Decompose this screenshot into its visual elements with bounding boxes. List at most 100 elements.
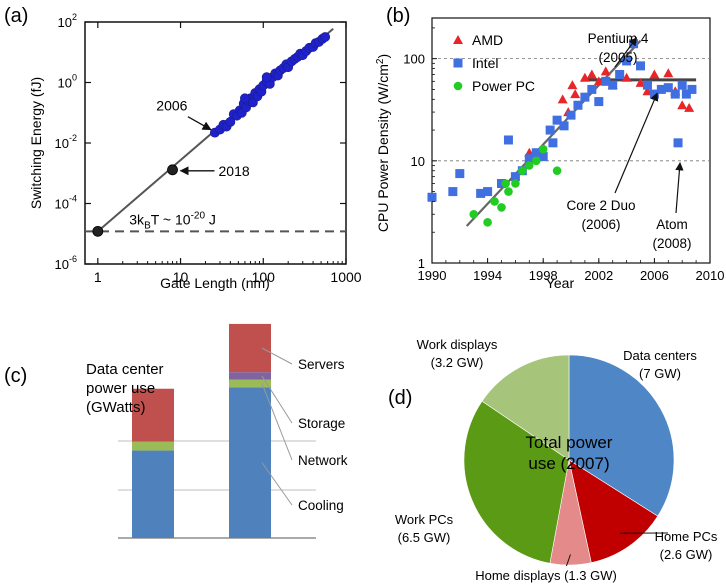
chart-b-power-pc-point [501, 179, 510, 188]
chart-b-intel-point [566, 110, 576, 120]
chart-b-intel-point [608, 80, 618, 90]
chart-b-intel-point [636, 61, 645, 71]
bar-1-network-segment [132, 441, 174, 451]
chart-a-scaling-point [261, 72, 272, 83]
chart-b-power-pc-point [538, 144, 548, 154]
chart-b-y-tick-label: 100 [403, 52, 425, 67]
chart-b-intel-point [552, 115, 562, 125]
annotation-2006: 2006 [156, 98, 187, 114]
annotation-core-2-duo-arrow [614, 92, 659, 194]
pie-label-home-pcs-value: (2.6 GW) [660, 547, 713, 562]
legend-marker-amd [453, 35, 463, 44]
chart-c-label-servers: Servers [298, 357, 345, 372]
chart-b-intel-point [503, 135, 513, 145]
chart-b-cpu-power-density: 1990 1994 1998 2002 2006 2010 1 10 100 AMD Intel P… [375, 17, 725, 291]
pie-label-home-pcs-name: Home PCs [655, 529, 718, 544]
chart-b-power-pc-point [518, 166, 527, 176]
chart-b-intel-point [476, 188, 486, 198]
bar-2-network-segment [229, 379, 271, 388]
chart-b-intel-point [573, 100, 583, 110]
chart-a-frame [84, 21, 347, 265]
chart-b-intel-point [622, 56, 632, 66]
legend-label-power-pc: Power PC [472, 78, 535, 94]
chart-a-x-axis-label: Gate Length (nm) [160, 275, 270, 291]
panel-label-d: (d) [388, 387, 412, 409]
annotation-core-2-duo-line-1: Core 2 Duo [566, 198, 635, 213]
chart-a-x-tick-label: 100 [252, 269, 276, 285]
chart-b-intel-point [531, 148, 541, 158]
pie-label-work-pcs-value: (6.5 GW) [398, 530, 451, 545]
chart-b-x-tick-label: 2006 [640, 268, 669, 283]
chart-b-intel-point [455, 169, 465, 179]
chart-b-x-tick-label: 2010 [696, 268, 725, 283]
chart-b-power-pc-point [469, 209, 479, 219]
pie-center-text-line-1: Total power [526, 433, 613, 452]
chart-b-x-tick-label: 1998 [529, 268, 558, 283]
bar-2-cooling-segment [229, 387, 271, 538]
chart-c-leader-servers [261, 347, 293, 365]
annotation-2018: 2018 [219, 163, 250, 179]
chart-b-intel-point [538, 152, 548, 162]
chart-b-intel-point [677, 80, 687, 90]
pie-slice-home-pcs [568, 459, 659, 563]
chart-a-scaling-point [240, 93, 250, 104]
chart-b-intel-point [548, 138, 558, 148]
chart-c-data-center-power: Data center power use (GWatts) Servers St… [86, 323, 348, 539]
annotation-pentium-4-line-1: Pentium 4 [588, 31, 649, 46]
pie-label-work-displays-value: (3.2 GW) [431, 355, 484, 370]
chart-b-power-pc-point [504, 187, 513, 196]
chart-b-x-tick-label: 1994 [473, 268, 502, 283]
thermal-limit-label: 3kBT ~ 10-20 J [129, 210, 216, 231]
chart-c-leader-network [261, 383, 293, 461]
chart-b-intel-point [524, 154, 534, 164]
chart-b-intel-point [448, 187, 458, 197]
bar-1-cooling-segment [132, 450, 174, 538]
chart-b-amd-point [570, 89, 581, 99]
chart-b-x-tick-label: 2002 [584, 268, 613, 283]
annotation-pentium-4-line-2: (2005) [598, 50, 637, 65]
chart-b-intel-point [601, 76, 611, 86]
chart-b-amd-point [579, 72, 590, 82]
chart-b-intel-point [427, 192, 437, 202]
chart-d-total-power-pie: Total power use (2007) Data centers (7 GW… [395, 337, 718, 583]
chart-b-intel-point [670, 89, 680, 99]
pie-center-text-line-2: use (2007) [528, 454, 609, 473]
chart-b-power-pc-point [483, 218, 492, 227]
chart-b-amd-point [677, 100, 688, 110]
chart-b-intel-point [642, 80, 652, 90]
chart-b-y-axis-label: CPU Power Density (W/cm2) [375, 54, 391, 232]
chart-a-y-tick-label: 102 [58, 12, 77, 30]
chart-b-power-pc-point [552, 166, 562, 176]
chart-c-title-line-2: power use [86, 380, 155, 397]
bar-1-servers-segment [132, 388, 174, 442]
legend-label-amd: AMD [472, 32, 503, 48]
chart-b-intel-point [663, 83, 673, 93]
chart-a-y-tick-label: 10-4 [55, 194, 77, 212]
pie-label-work-displays-name: Work displays [417, 337, 498, 352]
pie-label-data-centers-name: Data centers [623, 348, 697, 363]
chart-b-x-axis-label: Year [546, 275, 575, 291]
chart-a-milestone-point [92, 225, 104, 237]
chart-a-x-tick-label: 1 [94, 269, 102, 285]
chart-b-amd-point [557, 94, 568, 104]
annotation-2006-arrow [187, 116, 212, 131]
pie-label-data-centers-value: (7 GW) [639, 366, 681, 381]
chart-b-intel-point [483, 187, 493, 197]
chart-b-intel-point [580, 92, 590, 102]
annotation-atom-line-1: Atom [656, 217, 688, 232]
chart-b-power-pc-point [525, 161, 534, 170]
chart-c-title: Data center power use (GWatts) [86, 361, 164, 416]
chart-b-y-tick-label: 10 [411, 154, 425, 169]
chart-c-label-storage: Storage [298, 416, 345, 431]
pie-slice-data-centers [568, 354, 675, 517]
annotation-core-2-duo-line-2: (2006) [581, 217, 620, 232]
annotation-pentium-4-arrow [614, 37, 638, 68]
chart-a-x-tick-label: 1000 [330, 269, 361, 285]
chart-a-y-tick-label: 10-6 [55, 254, 77, 272]
legend-marker-power-pc [453, 81, 463, 91]
chart-b-amd-point [663, 68, 674, 78]
bar-2-servers-segment [229, 323, 271, 373]
chart-c-label-cooling: Cooling [298, 498, 344, 513]
pie-leader-home-displays [565, 554, 571, 567]
chart-b-intel-point [615, 69, 625, 79]
